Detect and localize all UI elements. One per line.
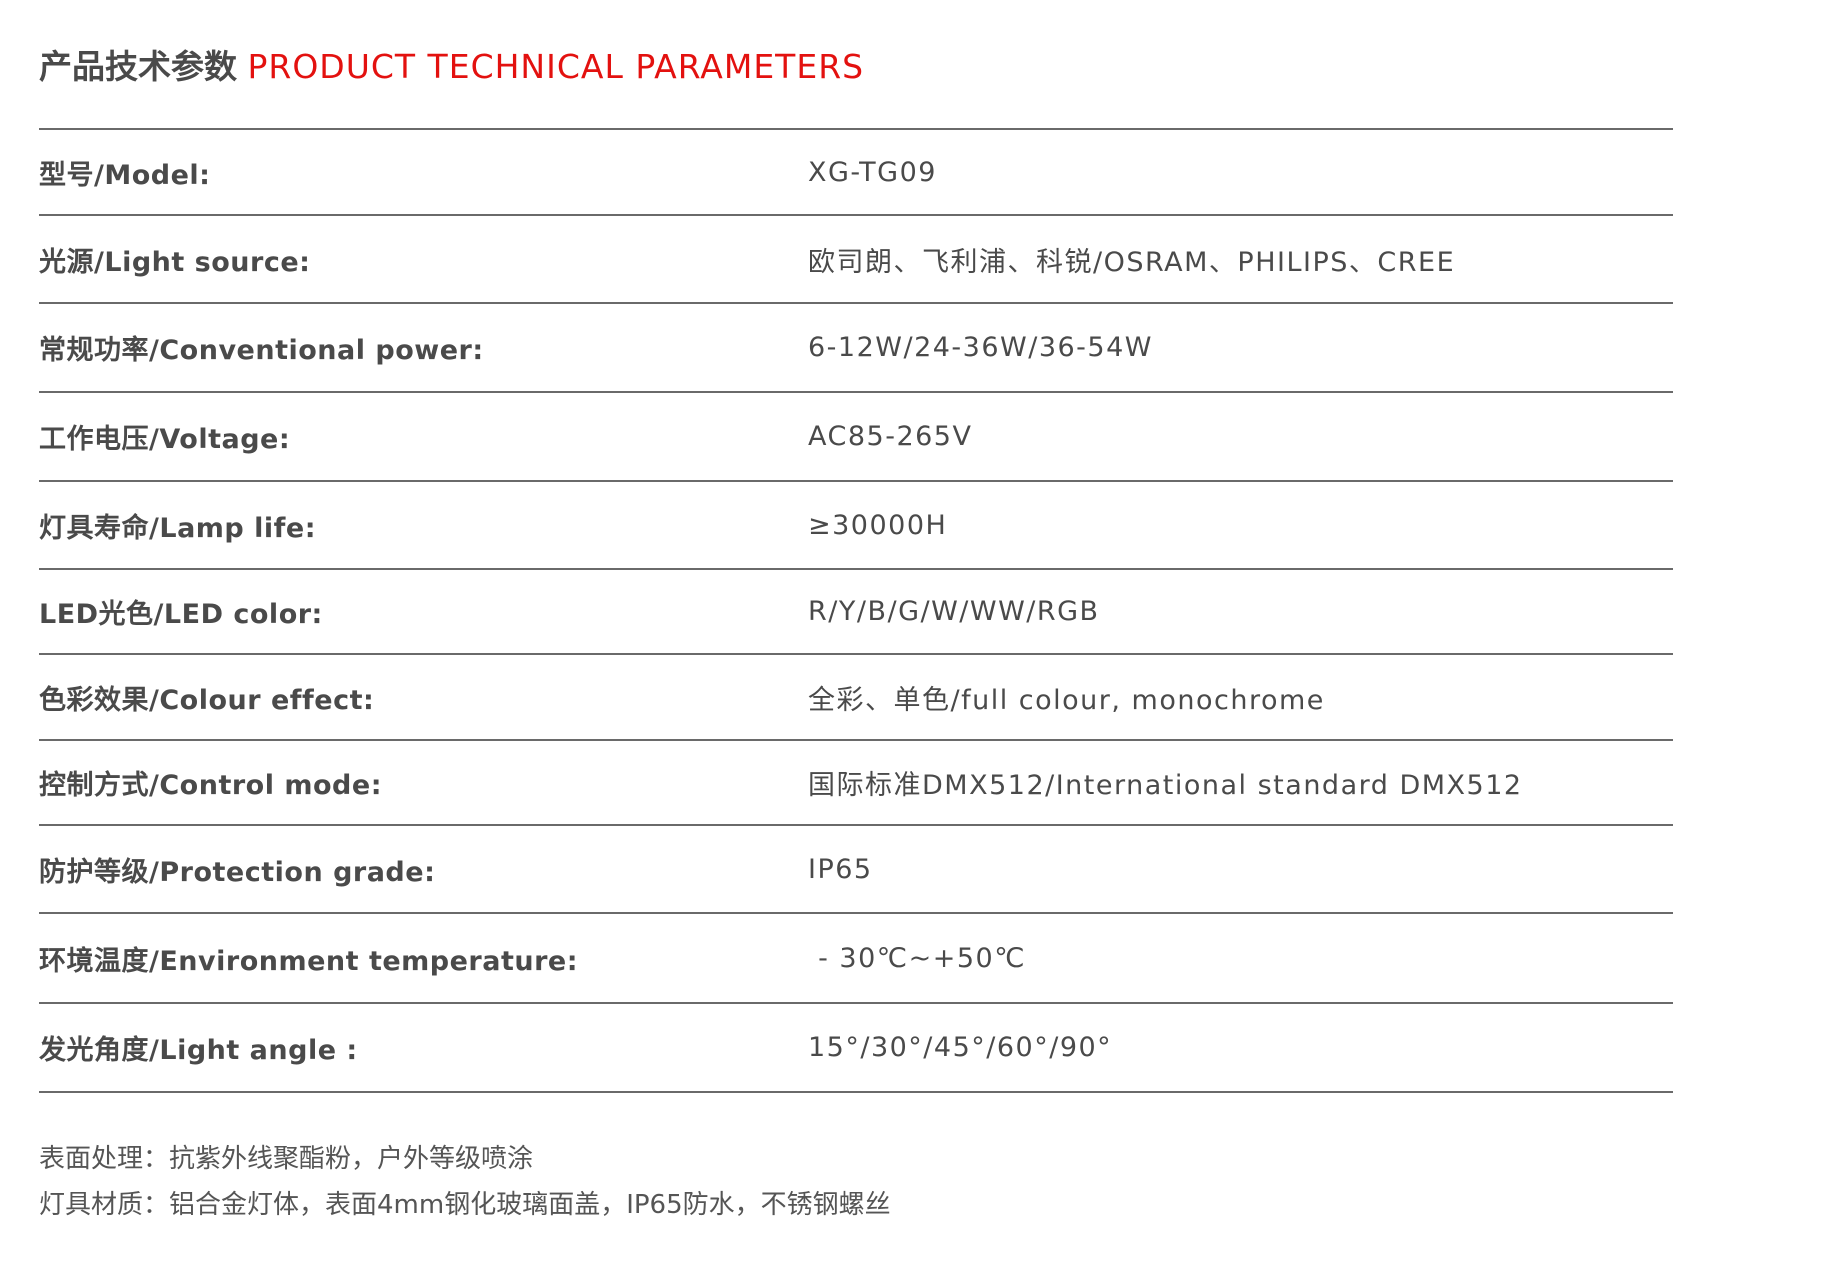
parameter-row: 环境温度/Environment temperature: - 30℃~+50℃	[39, 913, 1673, 1003]
parameter-row: 常规功率/Conventional power: 6-12W/24-36W/36-…	[39, 303, 1673, 392]
parameter-row: 控制方式/Control mode: 国际标准DMX512/Internation…	[39, 740, 1673, 825]
parameter-value: 15°/30°/45°/60°/90°	[808, 1032, 1113, 1063]
parameter-value: R/Y/B/G/W/WW/RGB	[808, 596, 1100, 627]
page-title: 产品技术参数 PRODUCT TECHNICAL PARAMETERS	[39, 40, 864, 88]
row-divider	[39, 739, 1673, 741]
parameter-row: 防护等级/Protection grade: IP65	[39, 825, 1673, 913]
parameter-row: 光源/Light source: 欧司朗、飞利浦、科锐/OSRAM、PHILIPS…	[39, 215, 1673, 303]
parameter-row: 灯具寿命/Lamp life: ≥30000H	[39, 481, 1673, 569]
parameter-label: 常规功率/Conventional power:	[39, 335, 484, 366]
parameter-value: AC85-265V	[808, 421, 973, 452]
parameter-row: 发光角度/Light angle : 15°/30°/45°/60°/90°	[39, 1003, 1673, 1092]
parameter-label: 工作电压/Voltage:	[39, 424, 291, 455]
title-chinese: 产品技术参数	[39, 47, 237, 86]
parameter-row: 型号/Model: XG-TG09	[39, 129, 1673, 215]
row-divider	[39, 128, 1673, 130]
parameter-value: XG-TG09	[808, 156, 937, 188]
parameter-label: 灯具寿命/Lamp life:	[39, 512, 317, 544]
title-english: PRODUCT TECHNICAL PARAMETERS	[247, 47, 865, 86]
row-divider	[39, 1002, 1673, 1004]
parameter-value: - 30℃~+50℃	[808, 942, 1027, 974]
row-divider	[39, 824, 1673, 826]
parameter-row: 工作电压/Voltage: AC85-265V	[39, 392, 1673, 481]
parameter-value: 6-12W/24-36W/36-54W	[808, 332, 1153, 363]
row-divider	[39, 912, 1673, 914]
row-divider	[39, 480, 1673, 482]
row-divider	[39, 302, 1673, 304]
parameter-value: 欧司朗、飞利浦、科锐/OSRAM、PHILIPS、CREE	[808, 246, 1456, 278]
row-divider	[39, 391, 1673, 393]
parameter-value: ≥30000H	[808, 509, 948, 541]
material-note: 灯具材质：铝合金灯体，表面4mm钢化玻璃面盖，IP65防水，不锈钢螺丝	[39, 1190, 891, 1220]
parameter-label: LED光色/LED color:	[39, 599, 323, 630]
parameter-label: 防护等级/Protection grade:	[39, 856, 436, 888]
parameter-label: 控制方式/Control mode:	[39, 770, 382, 801]
parameter-label: 光源/Light source:	[39, 246, 311, 278]
parameter-label: 色彩效果/Colour effect:	[39, 684, 375, 716]
parameter-label: 环境温度/Environment temperature:	[39, 945, 579, 977]
row-divider	[39, 1091, 1673, 1093]
parameter-label: 发光角度/Light angle :	[39, 1035, 358, 1066]
parameter-value: 国际标准DMX512/International standard DMX512	[808, 770, 1523, 801]
row-divider	[39, 653, 1673, 655]
parameter-row: 色彩效果/Colour effect: 全彩、单色/full colour, mo…	[39, 654, 1673, 740]
row-divider	[39, 568, 1673, 570]
parameter-value: 全彩、单色/full colour, monochrome	[808, 684, 1325, 716]
row-divider	[39, 214, 1673, 216]
parameter-row: LED光色/LED color: R/Y/B/G/W/WW/RGB	[39, 569, 1673, 654]
parameter-label: 型号/Model:	[39, 159, 211, 191]
parameter-value: IP65	[808, 853, 873, 885]
surface-treatment-note: 表面处理：抗紫外线聚酯粉，户外等级喷涂	[39, 1144, 534, 1174]
